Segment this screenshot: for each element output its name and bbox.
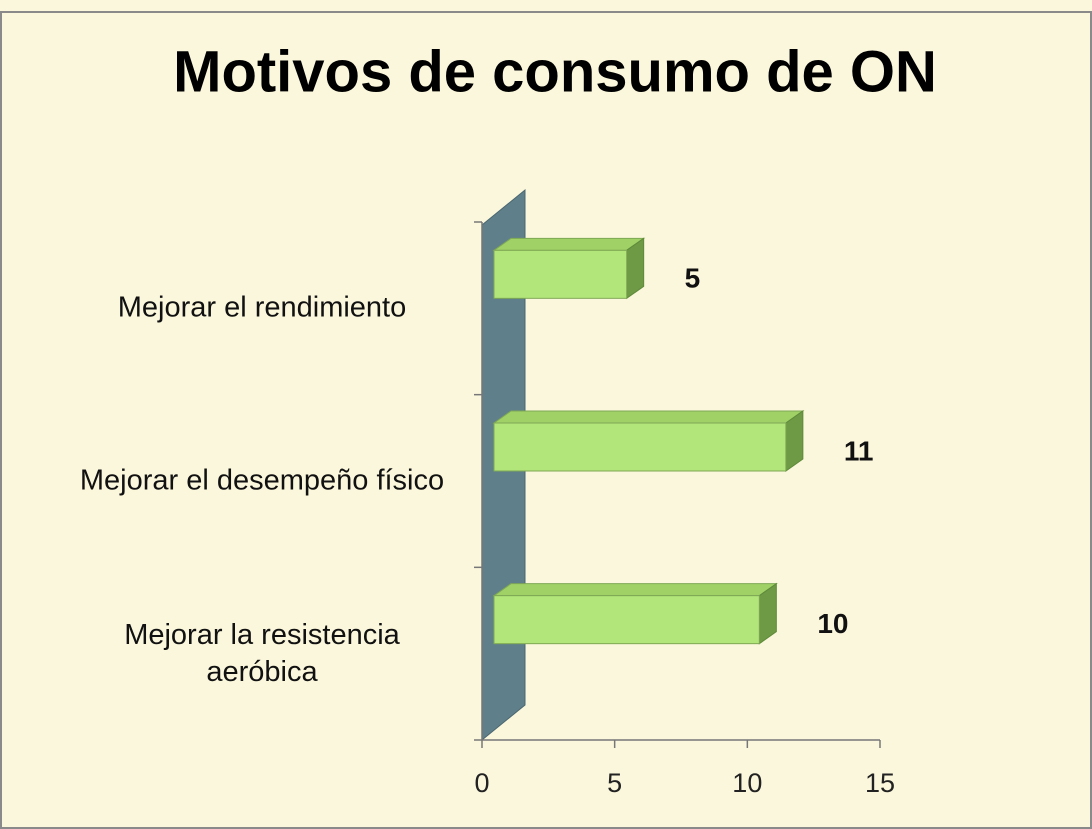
bar bbox=[493, 595, 760, 645]
bar-top bbox=[492, 410, 805, 424]
bar-top bbox=[492, 583, 778, 597]
bar bbox=[493, 422, 787, 472]
data-label: 11 bbox=[844, 435, 874, 466]
x-tick-label: 15 bbox=[865, 768, 895, 798]
x-tick-label: 0 bbox=[474, 768, 489, 798]
chart-title: Motivos de consumo de ON bbox=[173, 39, 937, 104]
x-tick-label: 5 bbox=[607, 768, 622, 798]
data-label: 10 bbox=[817, 608, 848, 639]
data-label: 5 bbox=[685, 263, 701, 294]
bar bbox=[493, 249, 628, 299]
y-tick-label: Mejorar la resistencia aeróbica bbox=[124, 618, 400, 688]
y-tick-label: Mejorar el desempeño físico bbox=[79, 464, 445, 497]
bar-top bbox=[492, 237, 646, 251]
chart-border bbox=[0, 11, 1092, 829]
y-tick-label: Mejorar el rendimiento bbox=[117, 291, 407, 324]
x-tick-label: 10 bbox=[732, 768, 762, 798]
